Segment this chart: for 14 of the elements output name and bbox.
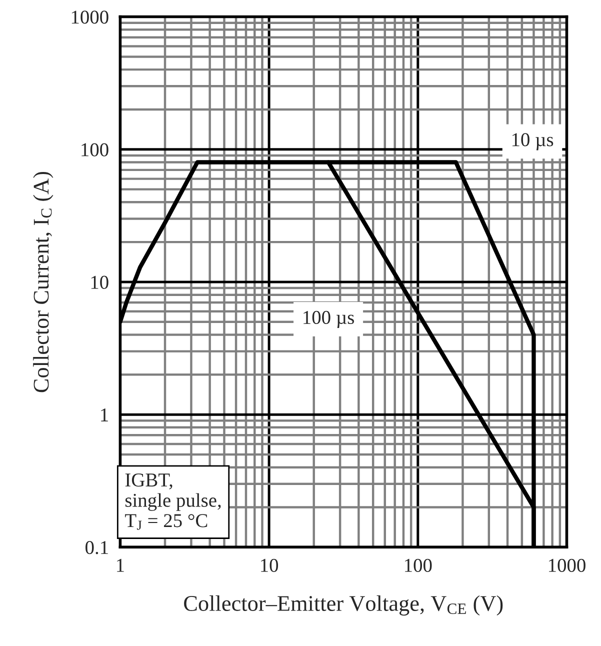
y-axis-title: Collector Current, I$_{C}$ (A)	[33, 172, 54, 392]
y-tick-label: 1	[101, 408, 108, 422]
x-tick-label: 1	[117, 558, 124, 572]
x-axis-title: Collector–Emitter Voltage, V$_{CE}$ (V)	[184, 595, 503, 616]
x-tick-label: 100	[405, 558, 432, 572]
y-tick-label: 100	[82, 143, 108, 156]
y-tick-label: 1000	[72, 10, 108, 24]
annotation: IGBT, single pulse, T$_{J}$ = 25 °C	[125, 474, 221, 530]
y-tick-label: 0.1	[86, 540, 108, 554]
text: 100 µs	[304, 310, 354, 328]
text: 10 µs	[512, 133, 554, 150]
y-tick-label: 10	[91, 276, 108, 289]
x-tick-label: 10	[261, 558, 278, 572]
x-tick-label: 1000	[549, 558, 586, 572]
